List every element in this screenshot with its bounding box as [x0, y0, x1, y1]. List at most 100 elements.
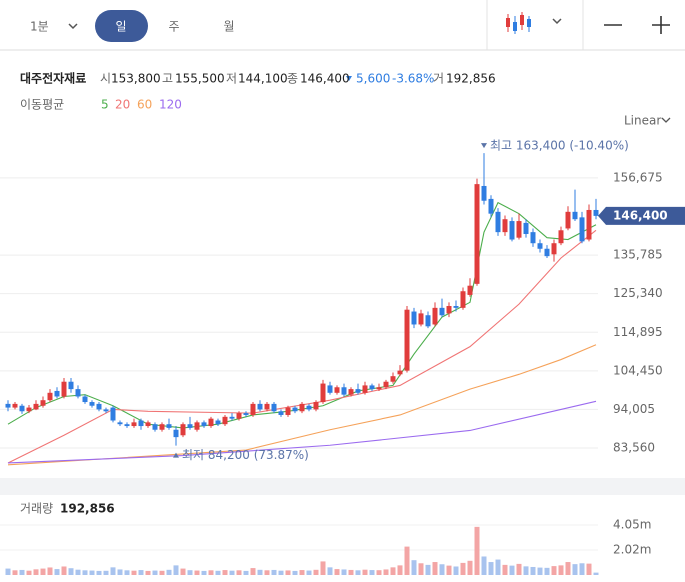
candle-body [194, 422, 200, 430]
y-tick-label: 104,450 [613, 363, 663, 377]
tab-day[interactable]: 일 [115, 20, 126, 34]
candle-body [271, 403, 277, 412]
candle-body [124, 424, 130, 427]
volume-bar [180, 568, 186, 575]
candle-body [418, 313, 424, 325]
tab-month[interactable]: 월 [223, 20, 234, 34]
candle-body [439, 307, 445, 316]
ma-line [7, 400, 597, 464]
ma-line [7, 344, 597, 466]
candle-body [236, 413, 242, 419]
candle-body [523, 222, 529, 234]
tab-week[interactable]: 주 [168, 20, 179, 34]
candle-body [54, 390, 60, 397]
volume-bar [299, 570, 305, 575]
volume-bar [446, 565, 452, 575]
volume-bar [579, 563, 585, 575]
volume-bar [194, 570, 200, 575]
volume-bar [586, 563, 592, 575]
y-tick-label: 94,005 [613, 402, 655, 416]
candle-body [446, 306, 452, 314]
pane-separator [0, 478, 685, 495]
candle-body [579, 217, 585, 242]
candle-body [145, 422, 151, 427]
candle-body [544, 248, 550, 257]
chart-type-button[interactable] [506, 12, 531, 34]
legend-entry: 5 [101, 98, 109, 112]
volume-bar [425, 564, 431, 575]
candle-body [285, 407, 291, 415]
volume-bar [502, 564, 508, 575]
candle-body [432, 307, 438, 325]
candle-body [411, 311, 417, 325]
marker [173, 452, 179, 458]
marker [481, 143, 487, 149]
candle-body [362, 385, 368, 393]
candle-body [131, 422, 137, 427]
candle-body [264, 403, 270, 410]
candle-body [586, 209, 592, 240]
volume-bar [551, 566, 557, 575]
candle-body [551, 243, 557, 255]
candle-body [397, 370, 403, 375]
candle-body [278, 411, 284, 415]
candle-body [404, 309, 410, 371]
volume-bar [306, 570, 312, 575]
volume-bar [453, 566, 459, 575]
volume-bar [208, 570, 214, 575]
volume-bar [26, 570, 32, 575]
volume-bar [222, 570, 228, 575]
volume-bar [474, 526, 480, 575]
candle-body [229, 416, 235, 419]
stat-label: 종 [287, 72, 298, 86]
chevron [68, 23, 78, 30]
candle-body [355, 389, 361, 393]
scale-select[interactable]: Linear [624, 114, 661, 128]
interval-select[interactable]: 1분 [30, 20, 49, 34]
stat-value: 155,500 [175, 72, 225, 86]
candle-body [250, 403, 256, 415]
volume-bar [362, 569, 368, 575]
stat-value: 153,800 [111, 72, 161, 86]
y-tick-label: 156,675 [613, 170, 663, 184]
volume-bar [236, 570, 242, 575]
down-arrow [346, 76, 352, 81]
volume-bar [348, 569, 354, 575]
candle-body [488, 198, 494, 214]
candle-body [383, 381, 389, 388]
volume-bar [488, 562, 494, 575]
candle-body [89, 402, 95, 406]
volume-bar [173, 565, 179, 575]
candle-body [117, 422, 123, 425]
low-annotation: 최저 84,200 (73.87%) [182, 448, 309, 462]
y-tick-label: 2.02m [613, 543, 651, 557]
volume-bar [327, 567, 333, 575]
volume-bar [145, 570, 151, 575]
volume-bar [271, 569, 277, 575]
volume-bar [565, 562, 571, 575]
candle-body [103, 409, 109, 412]
volume-bar [334, 569, 340, 575]
candle-body [12, 403, 18, 408]
volume-bar [278, 570, 284, 575]
zoom-in[interactable] [652, 16, 670, 34]
volume-bar [215, 570, 221, 575]
volume-bar [558, 565, 564, 575]
volume-bar [68, 568, 74, 575]
candle-body [572, 211, 578, 220]
volume-bar [12, 570, 18, 575]
candle-body [138, 420, 144, 427]
candle-body [47, 392, 53, 401]
stock-name: 대주전자재료 [20, 71, 86, 86]
volume-bar [124, 570, 130, 575]
volume-bar [201, 570, 207, 575]
volume-bar [187, 570, 193, 575]
volume-label: 거 [433, 72, 444, 86]
legend-entry: 120 [159, 98, 182, 112]
volume-bar [152, 570, 158, 575]
candle-body [509, 221, 515, 240]
y-tick-label: 125,340 [613, 286, 663, 300]
candle-body [82, 396, 88, 403]
